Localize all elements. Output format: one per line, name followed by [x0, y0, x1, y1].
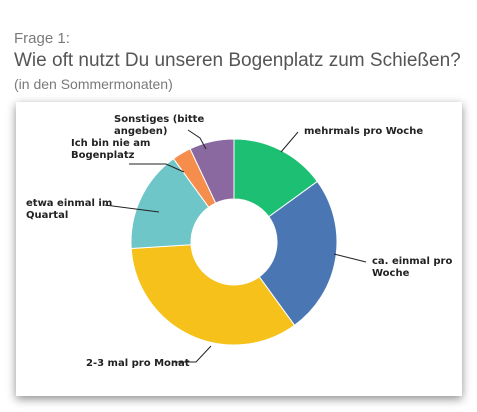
slice-label-6: Sonstiges (bitte angeben)	[114, 114, 204, 137]
question-title: Wie oft nutzt Du unseren Bogenplatz zum …	[14, 50, 461, 71]
chart-card: mehrmals pro Woche ca. einmal pro Woche 2-3…	[16, 102, 462, 396]
leader-line-3	[172, 345, 212, 363]
leader-line-4	[104, 204, 160, 213]
slice-label-5: Ich bin nie am Bogenplatz	[71, 138, 150, 161]
slice-6	[189, 138, 235, 204]
slice-3	[130, 244, 296, 346]
leader-line-5	[129, 163, 185, 173]
leader-line-2	[333, 253, 367, 263]
leader-line-1	[280, 131, 299, 153]
donut-chart: mehrmals pro Woche ca. einmal pro Woche 2-3…	[26, 114, 452, 369]
question-number: Frage 1:	[14, 30, 70, 47]
slice-label-4: etwa einmal im Quartal	[26, 198, 112, 221]
slice-label-2: ca. einmal pro Woche	[372, 256, 452, 279]
question-subtitle: (in den Sommermonaten)	[14, 76, 173, 92]
slice-2	[258, 180, 338, 327]
slice-label-3: 2-3 mal pro Monat	[86, 358, 190, 369]
leader-line-6	[187, 129, 207, 150]
slice-label-1: mehrmals pro Woche	[304, 126, 423, 137]
